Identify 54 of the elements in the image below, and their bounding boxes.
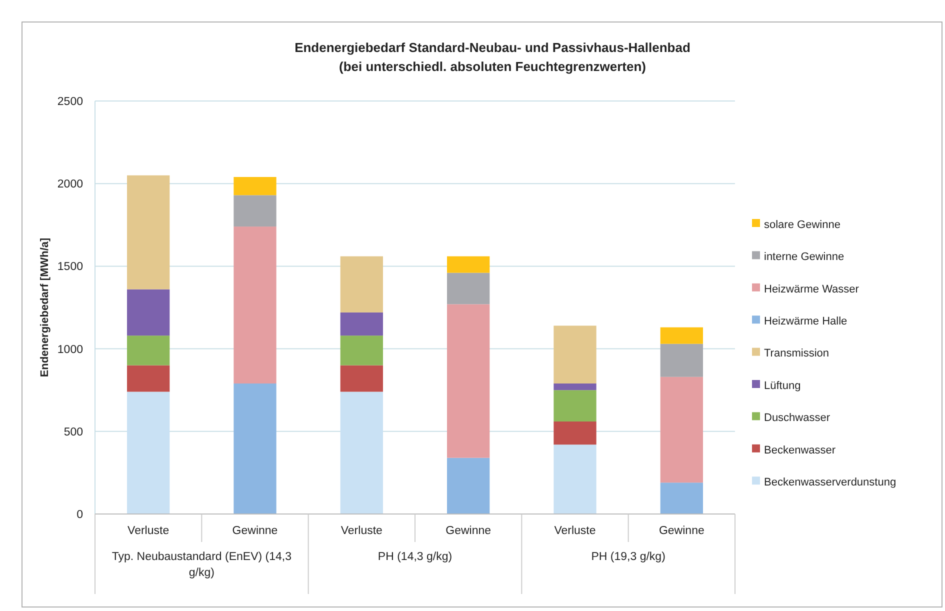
bar	[127, 175, 170, 290]
y-tick-label: 500	[64, 426, 83, 438]
bar	[127, 336, 170, 366]
bar	[447, 272, 490, 304]
bar	[660, 327, 703, 344]
text: Typ. Neubaustandard (EnEV) (14,3 g/kg)	[112, 551, 292, 579]
legend-label: solare Gewinne	[764, 218, 840, 231]
y-tick-label: 1000	[57, 344, 83, 356]
y-axis-title: Endenergiebedarf [MWh/a]	[39, 237, 51, 378]
bar	[340, 312, 383, 336]
bar	[127, 289, 170, 336]
bar	[234, 383, 276, 514]
bar	[127, 392, 170, 514]
bar	[554, 421, 596, 445]
text: PH (19,3 g/kg)	[591, 551, 666, 563]
chart-subtitle: (bei unterschiedl. absoluten Feuchtegrenzwerten)	[339, 59, 646, 74]
bar	[447, 458, 490, 514]
bar	[340, 256, 383, 312]
y-tick-label: 2000	[57, 178, 83, 191]
bar	[340, 392, 383, 514]
legend-label: Duschwasser	[764, 412, 830, 424]
x-tick-label: Gewinne	[232, 525, 278, 537]
chart-title: Endenergiebedarf Standard-Neubau- und Passivhaus-Hallenbad	[294, 40, 690, 55]
legend-label: Beckenwasserverdunstung	[764, 476, 896, 488]
x-tick-label: Gewinne	[446, 525, 492, 537]
legend-label: Transmission	[764, 348, 829, 360]
bar	[340, 336, 383, 366]
bar	[660, 344, 703, 377]
bar	[554, 383, 596, 390]
bar	[340, 365, 383, 392]
bar	[234, 176, 276, 196]
bar	[234, 195, 276, 227]
legend-label: Heizwärme Halle	[764, 315, 848, 328]
legend-label: Beckenwasser	[764, 444, 836, 456]
bar	[447, 304, 490, 458]
legend-label: Lüftung	[764, 380, 801, 392]
bar	[554, 390, 596, 422]
x-tick-label: Verluste	[554, 525, 596, 537]
x-tick-label: Verluste	[128, 525, 170, 537]
bar	[127, 365, 170, 392]
text: PH (14,3 g/kg)	[378, 551, 452, 563]
y-tick-label: 2500	[57, 96, 83, 108]
bar	[554, 444, 596, 514]
y-tick-label: 1500	[57, 261, 83, 274]
legend-label: Heizwärme Wasser	[764, 283, 860, 296]
x-tick-label: Verluste	[340, 525, 382, 537]
legend-label: interne Gewinne	[764, 251, 844, 264]
bar	[554, 326, 596, 384]
y-tick-label: 0	[76, 509, 83, 522]
bar	[660, 482, 703, 514]
bar	[447, 256, 490, 273]
x-tick-label: Gewinne	[658, 525, 704, 537]
bar	[234, 226, 276, 384]
bar	[660, 376, 703, 483]
